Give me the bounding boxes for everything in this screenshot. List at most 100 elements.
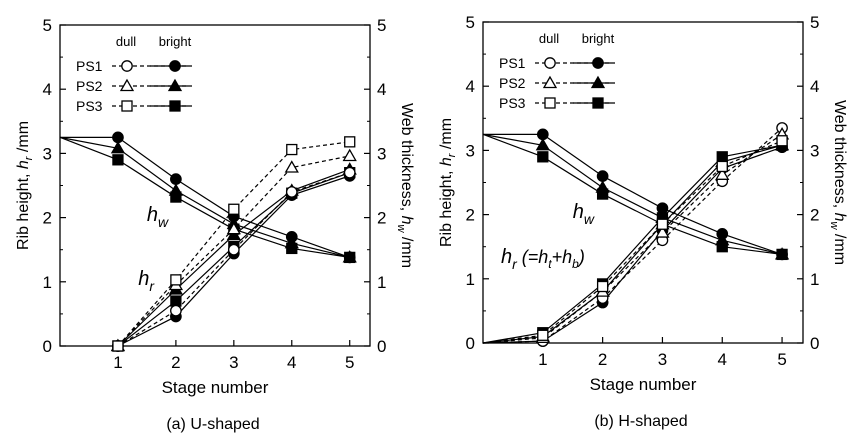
plot-frame xyxy=(59,24,371,347)
legend-label: PS1 xyxy=(76,58,103,74)
y-tick-label-left: 4 xyxy=(466,77,475,96)
series-line-hr-dull-square xyxy=(117,141,350,347)
data-point-hr-dull-triangle xyxy=(284,160,299,173)
data-point-hw-bright-circle xyxy=(170,173,182,185)
panel-caption: (a) U-shaped xyxy=(166,416,259,433)
y-tick-label-left: 5 xyxy=(466,13,475,32)
x-tick-label: 1 xyxy=(113,353,122,372)
data-point-hr-dull-triangle xyxy=(715,167,730,180)
y-tick-label-right: 0 xyxy=(810,334,819,353)
legend-label: PS3 xyxy=(499,95,526,111)
data-point-hr-dull-square xyxy=(716,160,728,173)
legend-marker-dull-square xyxy=(544,97,556,109)
y-tick-label-right: 0 xyxy=(377,337,386,356)
y-tick-label-right: 4 xyxy=(377,80,386,99)
y-tick-label-left: 3 xyxy=(43,144,52,163)
data-point-hw-bright-square xyxy=(776,248,788,261)
y-tick-label-right: 3 xyxy=(810,141,819,160)
y-axis-label-right: Web thickness, hw /mm xyxy=(395,103,415,268)
data-point-hw-bright-square xyxy=(344,251,356,264)
legend: dull bright PS1 PS2 PS3 xyxy=(76,34,192,114)
data-point-hr-bright-square xyxy=(170,295,182,307)
legend-label: PS2 xyxy=(499,75,526,91)
legend-header-dull: dull xyxy=(116,34,136,49)
panel-caption: (b) H-shaped xyxy=(594,413,687,430)
data-point-hr-dull-square xyxy=(170,274,182,286)
annotation-hr: hr (=ht+hb) xyxy=(501,246,585,272)
data-point-hw-bright-square xyxy=(112,154,124,166)
x-axis-label: Stage number xyxy=(590,375,697,394)
annotation-hr: hr xyxy=(138,268,155,294)
series-line-hr-bright-triangle xyxy=(482,144,783,344)
data-point-hr-dull-square xyxy=(344,136,356,148)
series-line-hr-dull-square xyxy=(482,140,783,344)
data-point-hw-bright-square xyxy=(716,241,728,253)
data-point-hr-dull-square xyxy=(112,340,124,352)
y-tick-label-right: 5 xyxy=(810,13,819,32)
legend-marker-bright-circle xyxy=(592,57,604,69)
data-point-hw-bright-circle xyxy=(596,170,609,182)
data-point-hr-dull-circle xyxy=(285,186,298,198)
y-tick-label-right: 1 xyxy=(810,270,819,289)
x-tick-label: 5 xyxy=(777,350,786,369)
legend-marker-dull-circle xyxy=(544,57,556,69)
y-tick-label-left: 3 xyxy=(466,141,475,160)
legend-marker-dull-triangle xyxy=(119,78,135,92)
data-point-hr-bright-square xyxy=(716,151,728,163)
series-line-hr-bright-square xyxy=(482,144,783,344)
plot-frame xyxy=(482,21,804,344)
y-tick-label-left: 4 xyxy=(43,80,52,99)
series-line-hr-bright-circle xyxy=(117,175,350,347)
x-tick-label: 1 xyxy=(538,350,547,369)
legend-label: PS3 xyxy=(76,98,103,114)
legend-header-bright: bright xyxy=(159,34,192,49)
x-tick-label: 5 xyxy=(345,353,354,372)
y-tick-label-left: 2 xyxy=(43,209,52,228)
x-tick-label: 3 xyxy=(229,353,238,372)
series-line-hw-bright-triangle xyxy=(482,133,783,255)
series-line-hw-bright-circle xyxy=(483,133,783,255)
legend-header-bright: bright xyxy=(582,31,615,46)
y-tick-label-left: 5 xyxy=(43,16,52,35)
series-line-hw-bright-triangle xyxy=(59,136,350,258)
y-axis-label-left: Rib height, hr /mm xyxy=(438,118,458,247)
y-tick-label-left: 0 xyxy=(43,337,52,356)
series-line-hr-dull-circle xyxy=(117,172,350,347)
y-tick-label-left: 1 xyxy=(466,270,475,289)
data-point-hw-bright-square xyxy=(170,191,182,203)
data-point-hr-dull-square xyxy=(286,143,298,156)
legend-marker-bright-square xyxy=(169,100,181,112)
y-tick-label-right: 5 xyxy=(377,16,386,35)
data-point-hw-bright-square xyxy=(286,242,298,255)
annotation-hw: hw xyxy=(147,204,169,230)
data-point-hr-dull-triangle xyxy=(226,221,241,235)
y-tick-label-right: 1 xyxy=(377,273,386,292)
series-line-hr-bright-circle xyxy=(482,146,783,344)
series-line-hr-dull-triangle xyxy=(482,133,783,344)
data-point-hw-bright-triangle xyxy=(110,140,126,154)
panel-a: 0 0 1 1 2 2 3 3 4 4 5 5 1 2 3 4 5 dull bright PS1 PS2 PS3 hw hr… xyxy=(15,16,415,433)
data-point-hr-dull-triangle xyxy=(342,148,357,162)
y-tick-label-right: 2 xyxy=(810,206,819,225)
legend: dull bright PS1 PS2 PS3 xyxy=(499,31,615,111)
legend-marker-dull-circle xyxy=(121,60,133,72)
data-point-hr-dull-square xyxy=(228,203,240,215)
x-tick-label: 2 xyxy=(598,350,607,369)
panel-b: 0 0 1 1 2 2 3 3 4 4 5 5 1 2 3 4 5 dull bright PS1 PS2 PS3 hw hr… xyxy=(438,13,848,430)
y-tick-label-right: 3 xyxy=(377,144,386,163)
data-point-hr-dull-square xyxy=(776,135,788,147)
data-point-hr-dull-circle xyxy=(343,166,356,179)
legend-label: PS2 xyxy=(76,78,103,94)
legend-marker-bright-square xyxy=(592,97,604,109)
series-line-hw-bright-square xyxy=(59,136,350,258)
data-point-hr-dull-square xyxy=(596,280,609,293)
legend-marker-bright-triangle xyxy=(590,75,606,89)
legend-marker-dull-square xyxy=(121,100,133,112)
data-point-hw-bright-triangle xyxy=(535,137,550,151)
y-tick-label-right: 2 xyxy=(377,209,386,228)
legend-marker-bright-triangle xyxy=(167,78,183,92)
y-axis-label-right: Web thickness, hw /mm xyxy=(828,100,848,265)
series-line-hr-dull-circle xyxy=(482,127,783,344)
y-tick-label-left: 1 xyxy=(43,273,52,292)
